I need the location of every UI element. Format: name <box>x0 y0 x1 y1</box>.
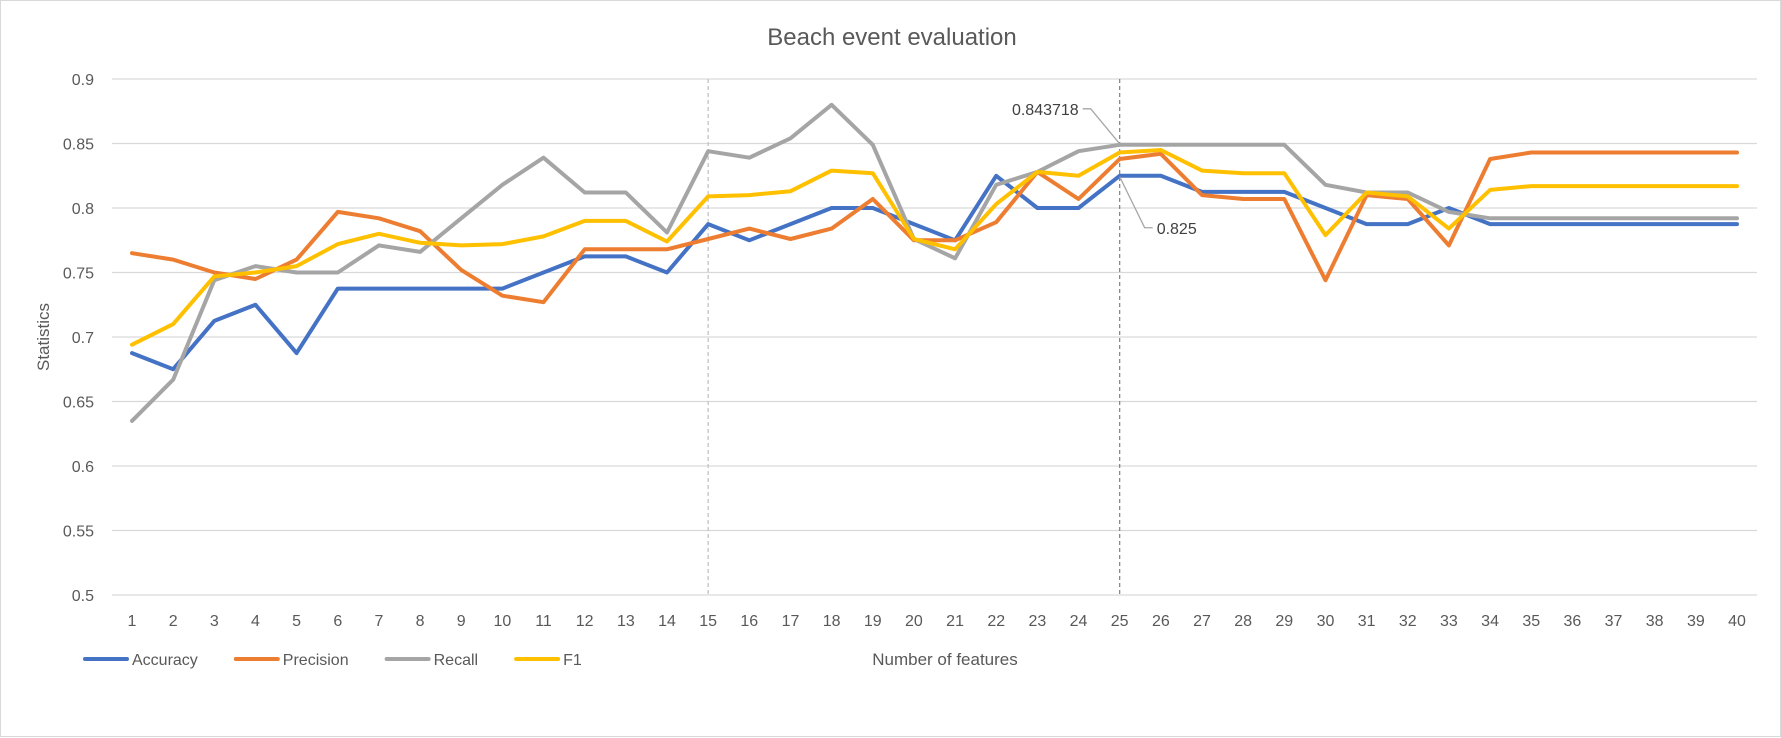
series-line-recall <box>130 102 1739 423</box>
x-tick-label: 18 <box>823 613 841 630</box>
legend-label-f1: F1 <box>563 652 582 669</box>
x-tick-label: 2 <box>169 613 178 630</box>
x-tick-label: 1 <box>128 613 137 630</box>
data-annotations: 0.843718 0.825 <box>1012 102 1197 238</box>
x-tick-label: 9 <box>457 613 466 630</box>
x-tick-label: 3 <box>210 613 219 630</box>
y-tick-label: 0.85 <box>63 137 94 154</box>
y-axis-title: Statistics <box>34 303 53 371</box>
x-tick-label: 5 <box>292 613 301 630</box>
annotation-leader <box>1082 108 1121 145</box>
annotation-leader <box>1119 176 1153 229</box>
x-tick-label: 11 <box>535 613 552 630</box>
series-lines <box>130 102 1739 423</box>
x-tick-label: 35 <box>1522 613 1540 630</box>
x-tick-label: 8 <box>416 613 425 630</box>
x-tick-label: 10 <box>493 613 511 630</box>
legend-label-recall: Recall <box>434 652 478 669</box>
y-tick-label: 0.9 <box>72 72 94 89</box>
y-tick-label: 0.7 <box>72 330 94 347</box>
x-tick-label: 28 <box>1234 613 1252 630</box>
x-tick-label: 16 <box>740 613 758 630</box>
gridlines <box>112 78 1757 596</box>
x-tick-label: 24 <box>1070 613 1088 630</box>
series-line-f1 <box>130 148 1739 347</box>
x-tick-label: 21 <box>946 613 964 630</box>
x-tick-label: 22 <box>987 613 1005 630</box>
y-tick-label: 0.75 <box>63 266 94 283</box>
x-tick-label: 7 <box>374 613 383 630</box>
x-tick-label: 14 <box>658 613 676 630</box>
x-tick-label: 39 <box>1687 613 1705 630</box>
y-tick-label: 0.65 <box>63 395 94 412</box>
x-tick-label: 32 <box>1399 613 1417 630</box>
x-tick-label: 27 <box>1193 613 1211 630</box>
reference-lines <box>707 79 1121 595</box>
y-tick-label: 0.8 <box>72 201 94 218</box>
x-tick-label: 6 <box>333 613 342 630</box>
x-tick-label: 25 <box>1111 613 1129 630</box>
x-axis-title: Number of features <box>872 650 1018 669</box>
x-tick-label: 26 <box>1152 613 1170 630</box>
series-line-precision <box>130 150 1739 305</box>
x-tick-label: 17 <box>782 613 800 630</box>
data-label-recall: 0.843718 <box>1012 102 1079 119</box>
data-label-accuracy: 0.825 <box>1157 221 1197 238</box>
x-tick-label: 31 <box>1358 613 1376 630</box>
x-tick-label: 40 <box>1728 613 1746 630</box>
x-tick-label: 13 <box>617 613 635 630</box>
x-tick-label: 36 <box>1563 613 1581 630</box>
y-tick-label: 0.55 <box>63 524 94 541</box>
x-tick-label: 30 <box>1317 613 1335 630</box>
x-tick-label: 34 <box>1481 613 1499 630</box>
x-tick-label: 15 <box>699 613 717 630</box>
x-tick-label: 23 <box>1028 613 1046 630</box>
x-tick-label: 37 <box>1605 613 1623 630</box>
y-axis-tick-labels: 0.5 0.55 0.6 0.65 0.7 0.75 0.8 0.85 0.9 <box>63 72 94 605</box>
legend-label-accuracy: Accuracy <box>132 652 198 669</box>
x-tick-label: 4 <box>251 613 260 630</box>
x-tick-label: 19 <box>864 613 882 630</box>
legend-label-precision: Precision <box>283 652 349 669</box>
legend: Accuracy Precision Recall F1 <box>83 652 582 669</box>
x-tick-label: 12 <box>576 613 594 630</box>
y-tick-label: 0.5 <box>72 588 94 605</box>
x-tick-label: 33 <box>1440 613 1458 630</box>
chart-title: Beach event evaluation <box>767 24 1017 51</box>
y-tick-label: 0.6 <box>72 459 94 476</box>
x-axis-tick-labels: 1 2 3 4 5 6 7 8 9 10 11 12 13 14 15 16 17 18 19 20 21 22 23 24 2… <box>128 613 1746 630</box>
x-tick-label: 38 <box>1646 613 1664 630</box>
x-tick-label: 20 <box>905 613 923 630</box>
x-tick-label: 29 <box>1275 613 1293 630</box>
